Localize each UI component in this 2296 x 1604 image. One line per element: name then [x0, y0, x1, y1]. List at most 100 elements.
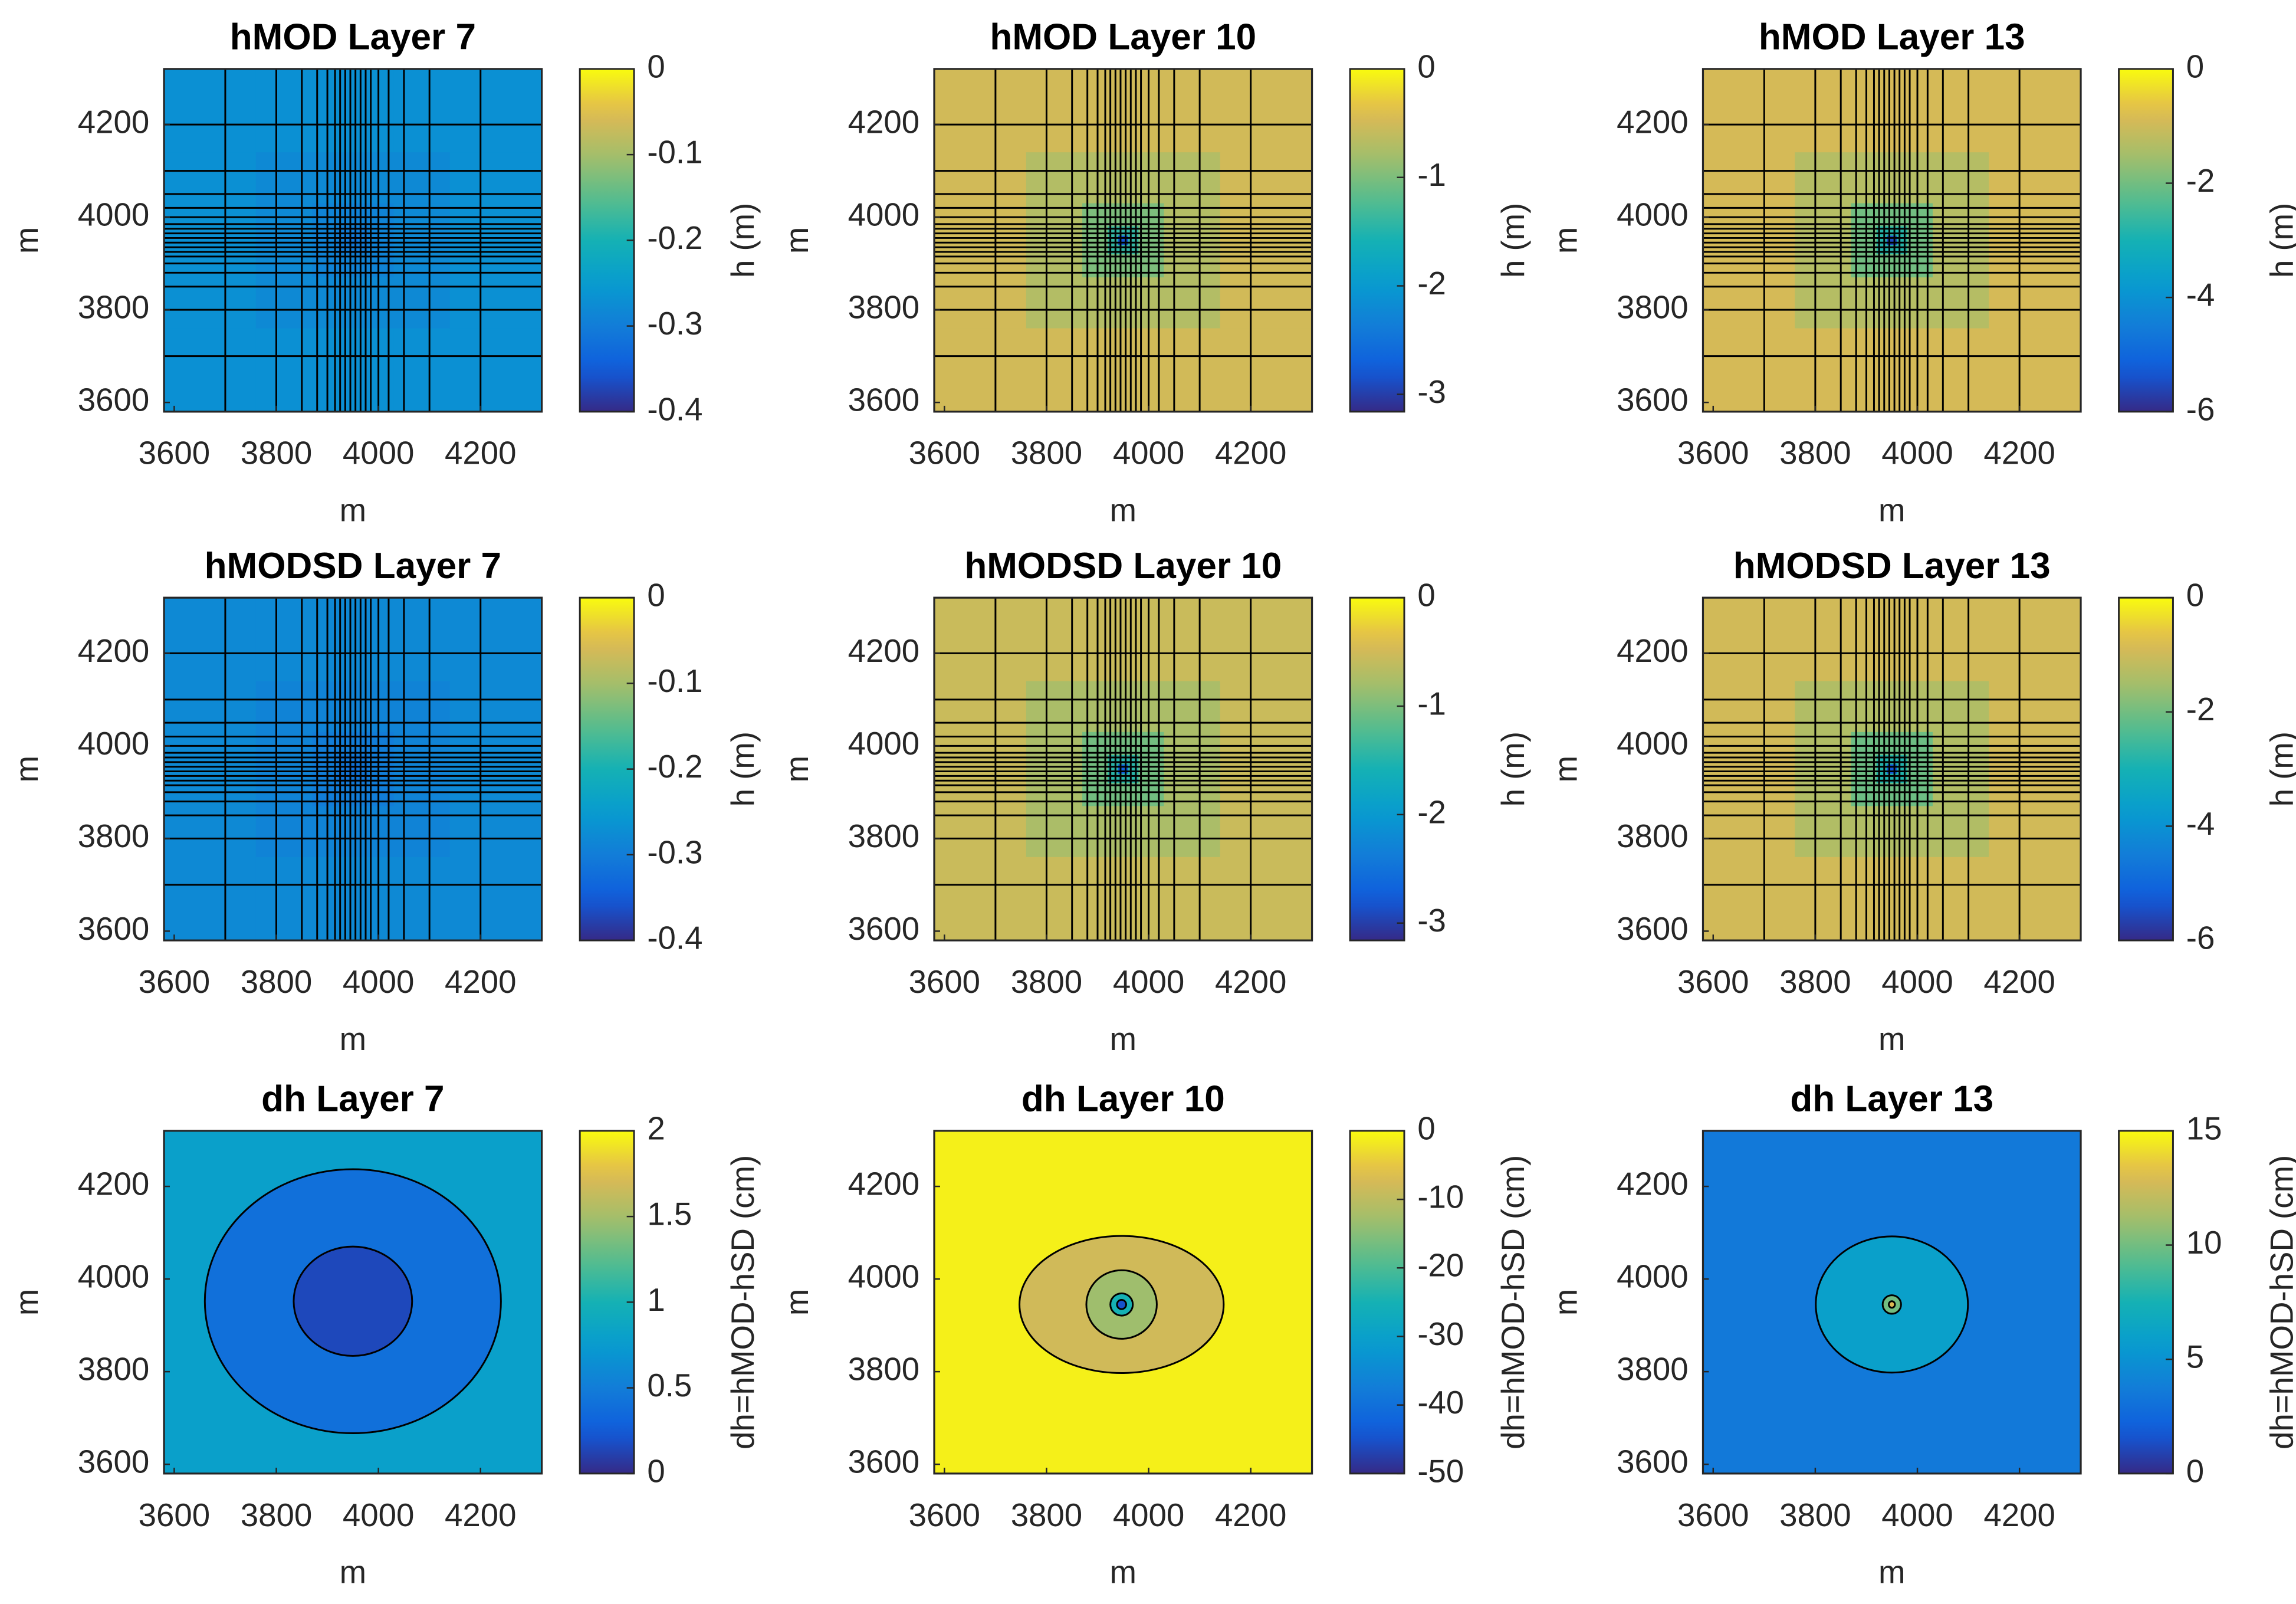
cell [255, 806, 313, 858]
colorbar-tick-label: 0 [647, 578, 665, 614]
cell [1851, 254, 1877, 278]
cell [368, 152, 395, 204]
cell [1887, 806, 1898, 858]
axes-box [163, 596, 543, 942]
cell [1887, 681, 1898, 733]
y-axis-label: m [779, 1289, 815, 1316]
cell [1220, 277, 1312, 329]
cell [337, 328, 349, 412]
cell [1220, 681, 1312, 733]
x-axis-label: m [1878, 493, 1905, 529]
cell [255, 277, 313, 329]
chart-title: hMOD Layer 7 [230, 17, 476, 58]
cell [1220, 152, 1312, 204]
cell [393, 254, 451, 278]
colorbar-tick-label: -4 [2186, 806, 2215, 842]
y-tick-label: 4000 [78, 726, 150, 762]
colorbar [1349, 1130, 1405, 1475]
cell [368, 857, 395, 941]
plot-area [1703, 598, 2081, 941]
colorbar-tick-label: 5 [2186, 1339, 2204, 1375]
colorbar-tick-label: -2 [2186, 691, 2215, 727]
cell [1108, 152, 1119, 204]
cell [1907, 806, 1933, 858]
cell [312, 328, 339, 412]
panel: 3600 3800 4000 4200 3600 3800 4000 4200 hMODSD L… [779, 546, 1531, 1057]
cell [1876, 783, 1887, 807]
y-tick-label: 3600 [78, 1444, 150, 1480]
cell [449, 68, 542, 153]
cell [393, 152, 451, 204]
cell [1933, 598, 1989, 682]
colorbar-tick-label: -6 [2186, 391, 2215, 427]
cell [358, 254, 369, 278]
panel: 3600 3800 4000 4200 3600 3800 4000 4200 dh Layer… [1548, 1079, 2296, 1590]
cell [1026, 277, 1083, 329]
colorbar [1349, 68, 1405, 413]
x-tick-label: 3600 [909, 964, 981, 1000]
y-tick-label: 4000 [848, 726, 920, 762]
cell [1118, 68, 1129, 153]
cell [368, 254, 395, 278]
panel: 3600 3800 4000 4200 3600 3800 4000 4200 hMOD Lay… [9, 17, 761, 529]
cell [934, 681, 1027, 733]
y-tick-label: 4200 [78, 1166, 150, 1202]
cell [1887, 328, 1898, 412]
cell [255, 152, 313, 204]
cell [1851, 328, 1877, 412]
cell [1082, 277, 1109, 329]
y-axis-label: m [9, 227, 45, 254]
cell [255, 857, 313, 941]
cell [337, 598, 349, 682]
cell [1851, 68, 1877, 153]
cell [255, 681, 313, 733]
cell [1026, 68, 1083, 153]
cell [1933, 857, 1989, 941]
x-axis-label: m [1878, 1021, 1905, 1057]
y-tick-label: 3800 [848, 818, 920, 854]
cell [1876, 152, 1887, 204]
colorbar-tick-label: -30 [1417, 1316, 1464, 1352]
y-tick-label: 4200 [1617, 104, 1688, 140]
cell [1220, 254, 1312, 278]
cell [164, 254, 257, 278]
cell [1703, 857, 1796, 941]
y-tick-label: 3800 [78, 818, 150, 854]
cell [1082, 328, 1109, 412]
colorbar-tick-label: -40 [1417, 1385, 1464, 1421]
cell [1118, 783, 1129, 807]
x-tick-label: 4000 [1881, 964, 1953, 1000]
y-axis-label: m [1548, 1289, 1584, 1316]
colorbar-label: h (m) [2264, 732, 2296, 806]
y-tick-label: 4000 [848, 1259, 920, 1295]
x-axis-label: m [340, 493, 367, 529]
cell [1897, 598, 1908, 682]
cell [1907, 277, 1933, 329]
cell [358, 783, 369, 807]
cell [1907, 598, 1933, 682]
colorbar-tick-label: -2 [1417, 265, 1446, 301]
cell [347, 681, 359, 733]
colorbar-tick-label: 0 [2186, 48, 2204, 84]
y-tick-label: 4000 [1617, 197, 1688, 233]
colorbar-tick-label: -0.4 [647, 920, 702, 956]
colorbar [579, 68, 635, 413]
cell [934, 328, 1027, 412]
colorbar-tick-label: -6 [2186, 920, 2215, 956]
cell [393, 783, 451, 807]
cell [368, 783, 395, 807]
cell [1907, 254, 1933, 278]
cell [1220, 68, 1312, 153]
colorbar-tick-label: 0 [2186, 578, 2204, 614]
colorbar-tick-label: -0.2 [647, 220, 702, 256]
cell [1795, 806, 1852, 858]
cell [1703, 806, 1796, 858]
y-tick-label: 4000 [78, 1259, 150, 1295]
cell [449, 254, 542, 278]
cell [1138, 598, 1165, 682]
cell [1138, 328, 1165, 412]
x-tick-label: 4200 [445, 964, 517, 1000]
cell [358, 152, 369, 204]
cell [1989, 68, 2081, 153]
x-tick-label: 3600 [1677, 964, 1749, 1000]
